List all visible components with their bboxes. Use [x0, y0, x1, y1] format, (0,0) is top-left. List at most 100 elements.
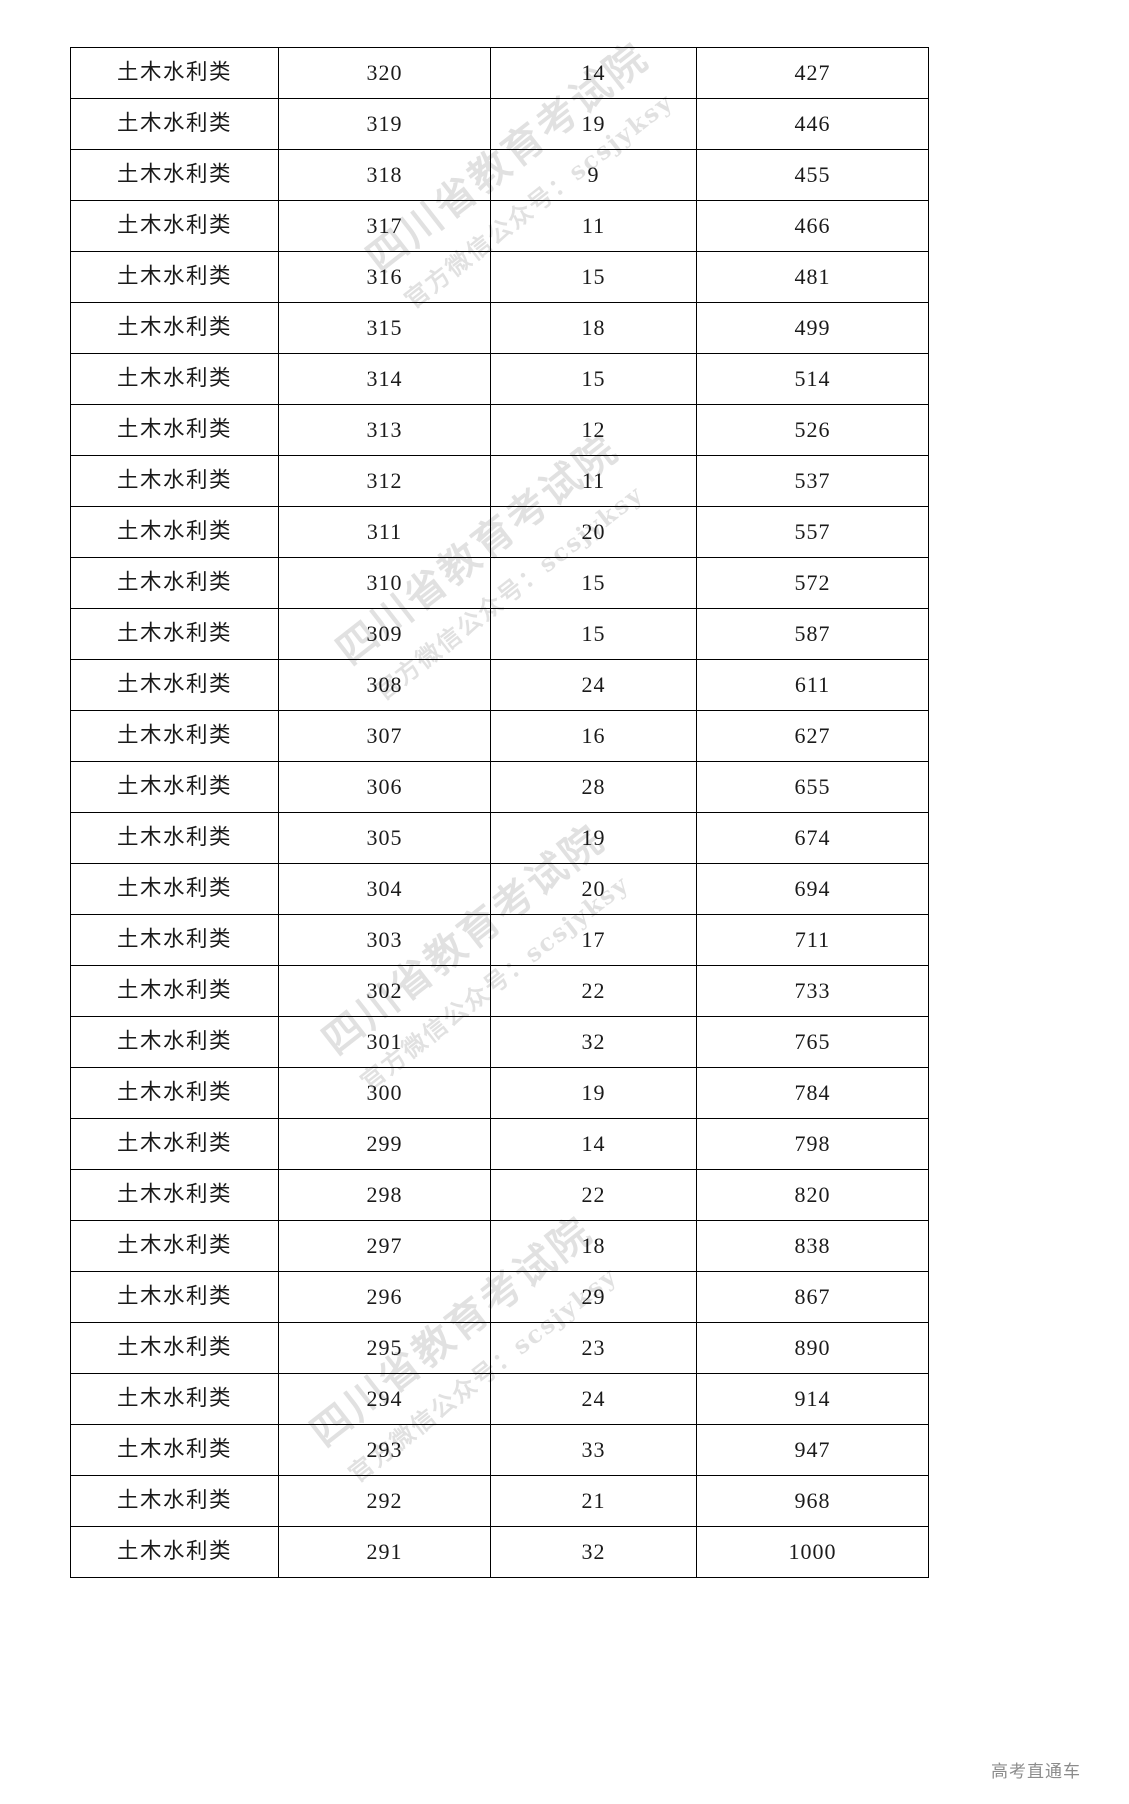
table-row: 土木水利类 310 15 572 — [70, 557, 929, 609]
cell-count: 19 — [490, 98, 697, 150]
cell-cumulative: 914 — [696, 1373, 929, 1425]
cell-score: 311 — [278, 506, 491, 558]
cell-score: 312 — [278, 455, 491, 507]
cell-count: 17 — [490, 914, 697, 966]
cell-major: 土木水利类 — [70, 1220, 279, 1272]
cell-count: 19 — [490, 812, 697, 864]
cell-score: 319 — [278, 98, 491, 150]
cell-count: 15 — [490, 557, 697, 609]
table-row: 土木水利类 308 24 611 — [70, 659, 929, 711]
cell-cumulative: 890 — [696, 1322, 929, 1374]
cell-score: 292 — [278, 1475, 491, 1527]
table-row: 土木水利类 312 11 537 — [70, 455, 929, 507]
cell-major: 土木水利类 — [70, 302, 279, 354]
cell-cumulative: 537 — [696, 455, 929, 507]
cell-score: 317 — [278, 200, 491, 252]
table-row: 土木水利类 299 14 798 — [70, 1118, 929, 1170]
cell-cumulative: 514 — [696, 353, 929, 405]
cell-score: 306 — [278, 761, 491, 813]
cell-major: 土木水利类 — [70, 353, 279, 405]
cell-major: 土木水利类 — [70, 1169, 279, 1221]
cell-major: 土木水利类 — [70, 1424, 279, 1476]
cell-cumulative: 526 — [696, 404, 929, 456]
cell-count: 32 — [490, 1016, 697, 1068]
table-row: 土木水利类 316 15 481 — [70, 251, 929, 303]
cell-score: 302 — [278, 965, 491, 1017]
cell-score: 291 — [278, 1526, 491, 1578]
cell-major: 土木水利类 — [70, 812, 279, 864]
cell-score: 293 — [278, 1424, 491, 1476]
cell-major: 土木水利类 — [70, 200, 279, 252]
table-row: 土木水利类 303 17 711 — [70, 914, 929, 966]
cell-score: 316 — [278, 251, 491, 303]
cell-major: 土木水利类 — [70, 98, 279, 150]
cell-major: 土木水利类 — [70, 863, 279, 915]
cell-count: 24 — [490, 1373, 697, 1425]
cell-cumulative: 867 — [696, 1271, 929, 1323]
cell-count: 11 — [490, 455, 697, 507]
table-row: 土木水利类 309 15 587 — [70, 608, 929, 660]
cell-count: 18 — [490, 302, 697, 354]
cell-score: 304 — [278, 863, 491, 915]
cell-count: 24 — [490, 659, 697, 711]
table-row: 土木水利类 306 28 655 — [70, 761, 929, 813]
table-row: 土木水利类 315 18 499 — [70, 302, 929, 354]
cell-major: 土木水利类 — [70, 1475, 279, 1527]
cell-score: 303 — [278, 914, 491, 966]
cell-count: 20 — [490, 506, 697, 558]
cell-count: 15 — [490, 251, 697, 303]
cell-count: 12 — [490, 404, 697, 456]
cell-score: 318 — [278, 149, 491, 201]
cell-major: 土木水利类 — [70, 659, 279, 711]
cell-major: 土木水利类 — [70, 965, 279, 1017]
cell-cumulative: 733 — [696, 965, 929, 1017]
cell-count: 29 — [490, 1271, 697, 1323]
table-row: 土木水利类 301 32 765 — [70, 1016, 929, 1068]
table-row: 土木水利类 292 21 968 — [70, 1475, 929, 1527]
footer-brand-label: 高考直通车 — [991, 1762, 1081, 1782]
cell-cumulative: 784 — [696, 1067, 929, 1119]
cell-count: 22 — [490, 1169, 697, 1221]
cell-cumulative: 674 — [696, 812, 929, 864]
cell-count: 23 — [490, 1322, 697, 1374]
table-row: 土木水利类 294 24 914 — [70, 1373, 929, 1425]
cell-count: 20 — [490, 863, 697, 915]
table-row: 土木水利类 313 12 526 — [70, 404, 929, 456]
table-row: 土木水利类 307 16 627 — [70, 710, 929, 762]
table-row: 土木水利类 291 32 1000 — [70, 1526, 929, 1578]
cell-count: 16 — [490, 710, 697, 762]
cell-cumulative: 611 — [696, 659, 929, 711]
cell-cumulative: 627 — [696, 710, 929, 762]
cell-score: 309 — [278, 608, 491, 660]
cell-score: 295 — [278, 1322, 491, 1374]
cell-cumulative: 968 — [696, 1475, 929, 1527]
cell-score: 299 — [278, 1118, 491, 1170]
cell-cumulative: 446 — [696, 98, 929, 150]
cell-count: 28 — [490, 761, 697, 813]
cell-major: 土木水利类 — [70, 455, 279, 507]
cell-major: 土木水利类 — [70, 1526, 279, 1578]
cell-cumulative: 587 — [696, 608, 929, 660]
cell-cumulative: 655 — [696, 761, 929, 813]
table-row: 土木水利类 295 23 890 — [70, 1322, 929, 1374]
cell-major: 土木水利类 — [70, 1373, 279, 1425]
cell-count: 11 — [490, 200, 697, 252]
cell-cumulative: 572 — [696, 557, 929, 609]
cell-count: 9 — [490, 149, 697, 201]
cell-cumulative: 455 — [696, 149, 929, 201]
table-row: 土木水利类 318 9 455 — [70, 149, 929, 201]
cell-score: 314 — [278, 353, 491, 405]
cell-score: 301 — [278, 1016, 491, 1068]
cell-count: 14 — [490, 47, 697, 99]
cell-cumulative: 481 — [696, 251, 929, 303]
cell-score: 298 — [278, 1169, 491, 1221]
cell-count: 21 — [490, 1475, 697, 1527]
cell-major: 土木水利类 — [70, 251, 279, 303]
cell-count: 19 — [490, 1067, 697, 1119]
cell-score: 313 — [278, 404, 491, 456]
cell-major: 土木水利类 — [70, 1271, 279, 1323]
table-row: 土木水利类 296 29 867 — [70, 1271, 929, 1323]
cell-cumulative: 557 — [696, 506, 929, 558]
cell-cumulative: 765 — [696, 1016, 929, 1068]
table-row: 土木水利类 317 11 466 — [70, 200, 929, 252]
